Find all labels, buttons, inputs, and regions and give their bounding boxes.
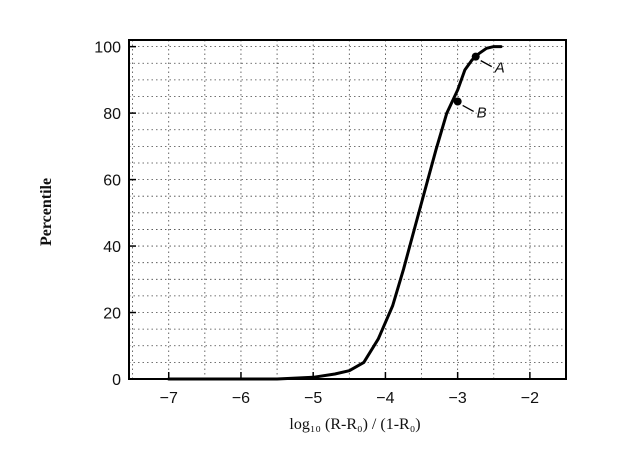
x-tick-label: −5 <box>304 390 322 407</box>
y-tick-label: 40 <box>103 239 121 256</box>
plot-background <box>129 40 566 379</box>
y-tick-label: 80 <box>103 106 121 123</box>
y-tick-labels: 0 20 40 60 80 100 <box>94 40 121 389</box>
annotations: AB <box>453 52 505 121</box>
x-tick-label: −3 <box>449 390 467 407</box>
grid <box>129 40 566 379</box>
x-tick-label: −2 <box>521 390 539 407</box>
plot-area: AB <box>128 39 567 381</box>
annotation-marker <box>471 52 480 61</box>
annotation-leader <box>480 60 493 68</box>
annotation-marker <box>453 97 462 106</box>
y-tick-label: 20 <box>103 306 121 323</box>
annotation-leader <box>462 104 474 113</box>
x-tick-label: −6 <box>232 390 250 407</box>
y-tick-label: 60 <box>103 173 121 190</box>
x-axis-title: log₁₀ (R-R₀) / (1-R₀) <box>289 416 420 433</box>
y-tick-label: 0 <box>112 372 121 389</box>
plot-frame <box>128 39 567 380</box>
annotation-label: A <box>494 60 505 77</box>
x-tick-label: −7 <box>160 390 178 407</box>
x-tick-labels: −7 −6 −5 −4 −3 −2 <box>160 390 540 407</box>
y-tick-label: 100 <box>94 40 121 57</box>
annotation-label: B <box>477 104 487 121</box>
y-axis-title: Percentile <box>38 178 55 246</box>
x-tick-label: −4 <box>376 390 394 407</box>
